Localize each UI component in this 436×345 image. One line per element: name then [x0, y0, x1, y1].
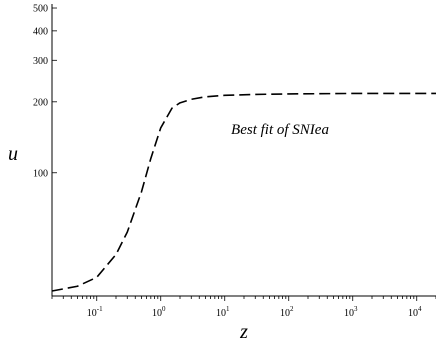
x-tick-base: 10	[87, 308, 97, 319]
annotation-text: Best fit of SNIea	[231, 122, 329, 138]
y-tick-label: 300	[33, 56, 48, 67]
y-tick-label: 200	[33, 97, 48, 108]
x-tick-base: 10	[344, 308, 354, 319]
y-tick-label: 500	[33, 4, 48, 15]
y-axis-label: u	[8, 143, 18, 165]
x-tick-label: 10-1	[87, 305, 103, 319]
y-tick-label: 100	[33, 168, 48, 179]
x-tick-label: 101	[216, 305, 230, 319]
x-tick-exponent: 3	[354, 305, 358, 313]
x-tick-base: 10	[216, 308, 226, 319]
x-tick-exponent: 2	[290, 305, 294, 313]
x-tick-label: 103	[344, 305, 358, 319]
x-tick-base: 10	[152, 308, 162, 319]
axes-frame	[51, 4, 436, 297]
series-line	[51, 92, 436, 292]
series-group	[51, 92, 436, 292]
y-axis-ticks: 100 200 300 400 500	[33, 4, 57, 179]
x-tick-exponent: 0	[162, 305, 166, 313]
x-tick-exponent: 4	[418, 305, 422, 313]
x-tick-base: 10	[408, 308, 418, 319]
y-tick-label: 400	[33, 26, 48, 37]
x-tick-label: 100	[152, 305, 166, 319]
x-tick-exponent: 1	[226, 305, 230, 313]
x-tick-exponent: -1	[97, 305, 103, 313]
x-tick-base: 10	[280, 308, 290, 319]
x-axis-label: z	[239, 321, 248, 343]
x-tick-label: 102	[280, 305, 294, 319]
x-axis-ticks: 10-1 100 101 102 103 104	[51, 296, 436, 319]
x-tick-label: 104	[408, 305, 422, 319]
